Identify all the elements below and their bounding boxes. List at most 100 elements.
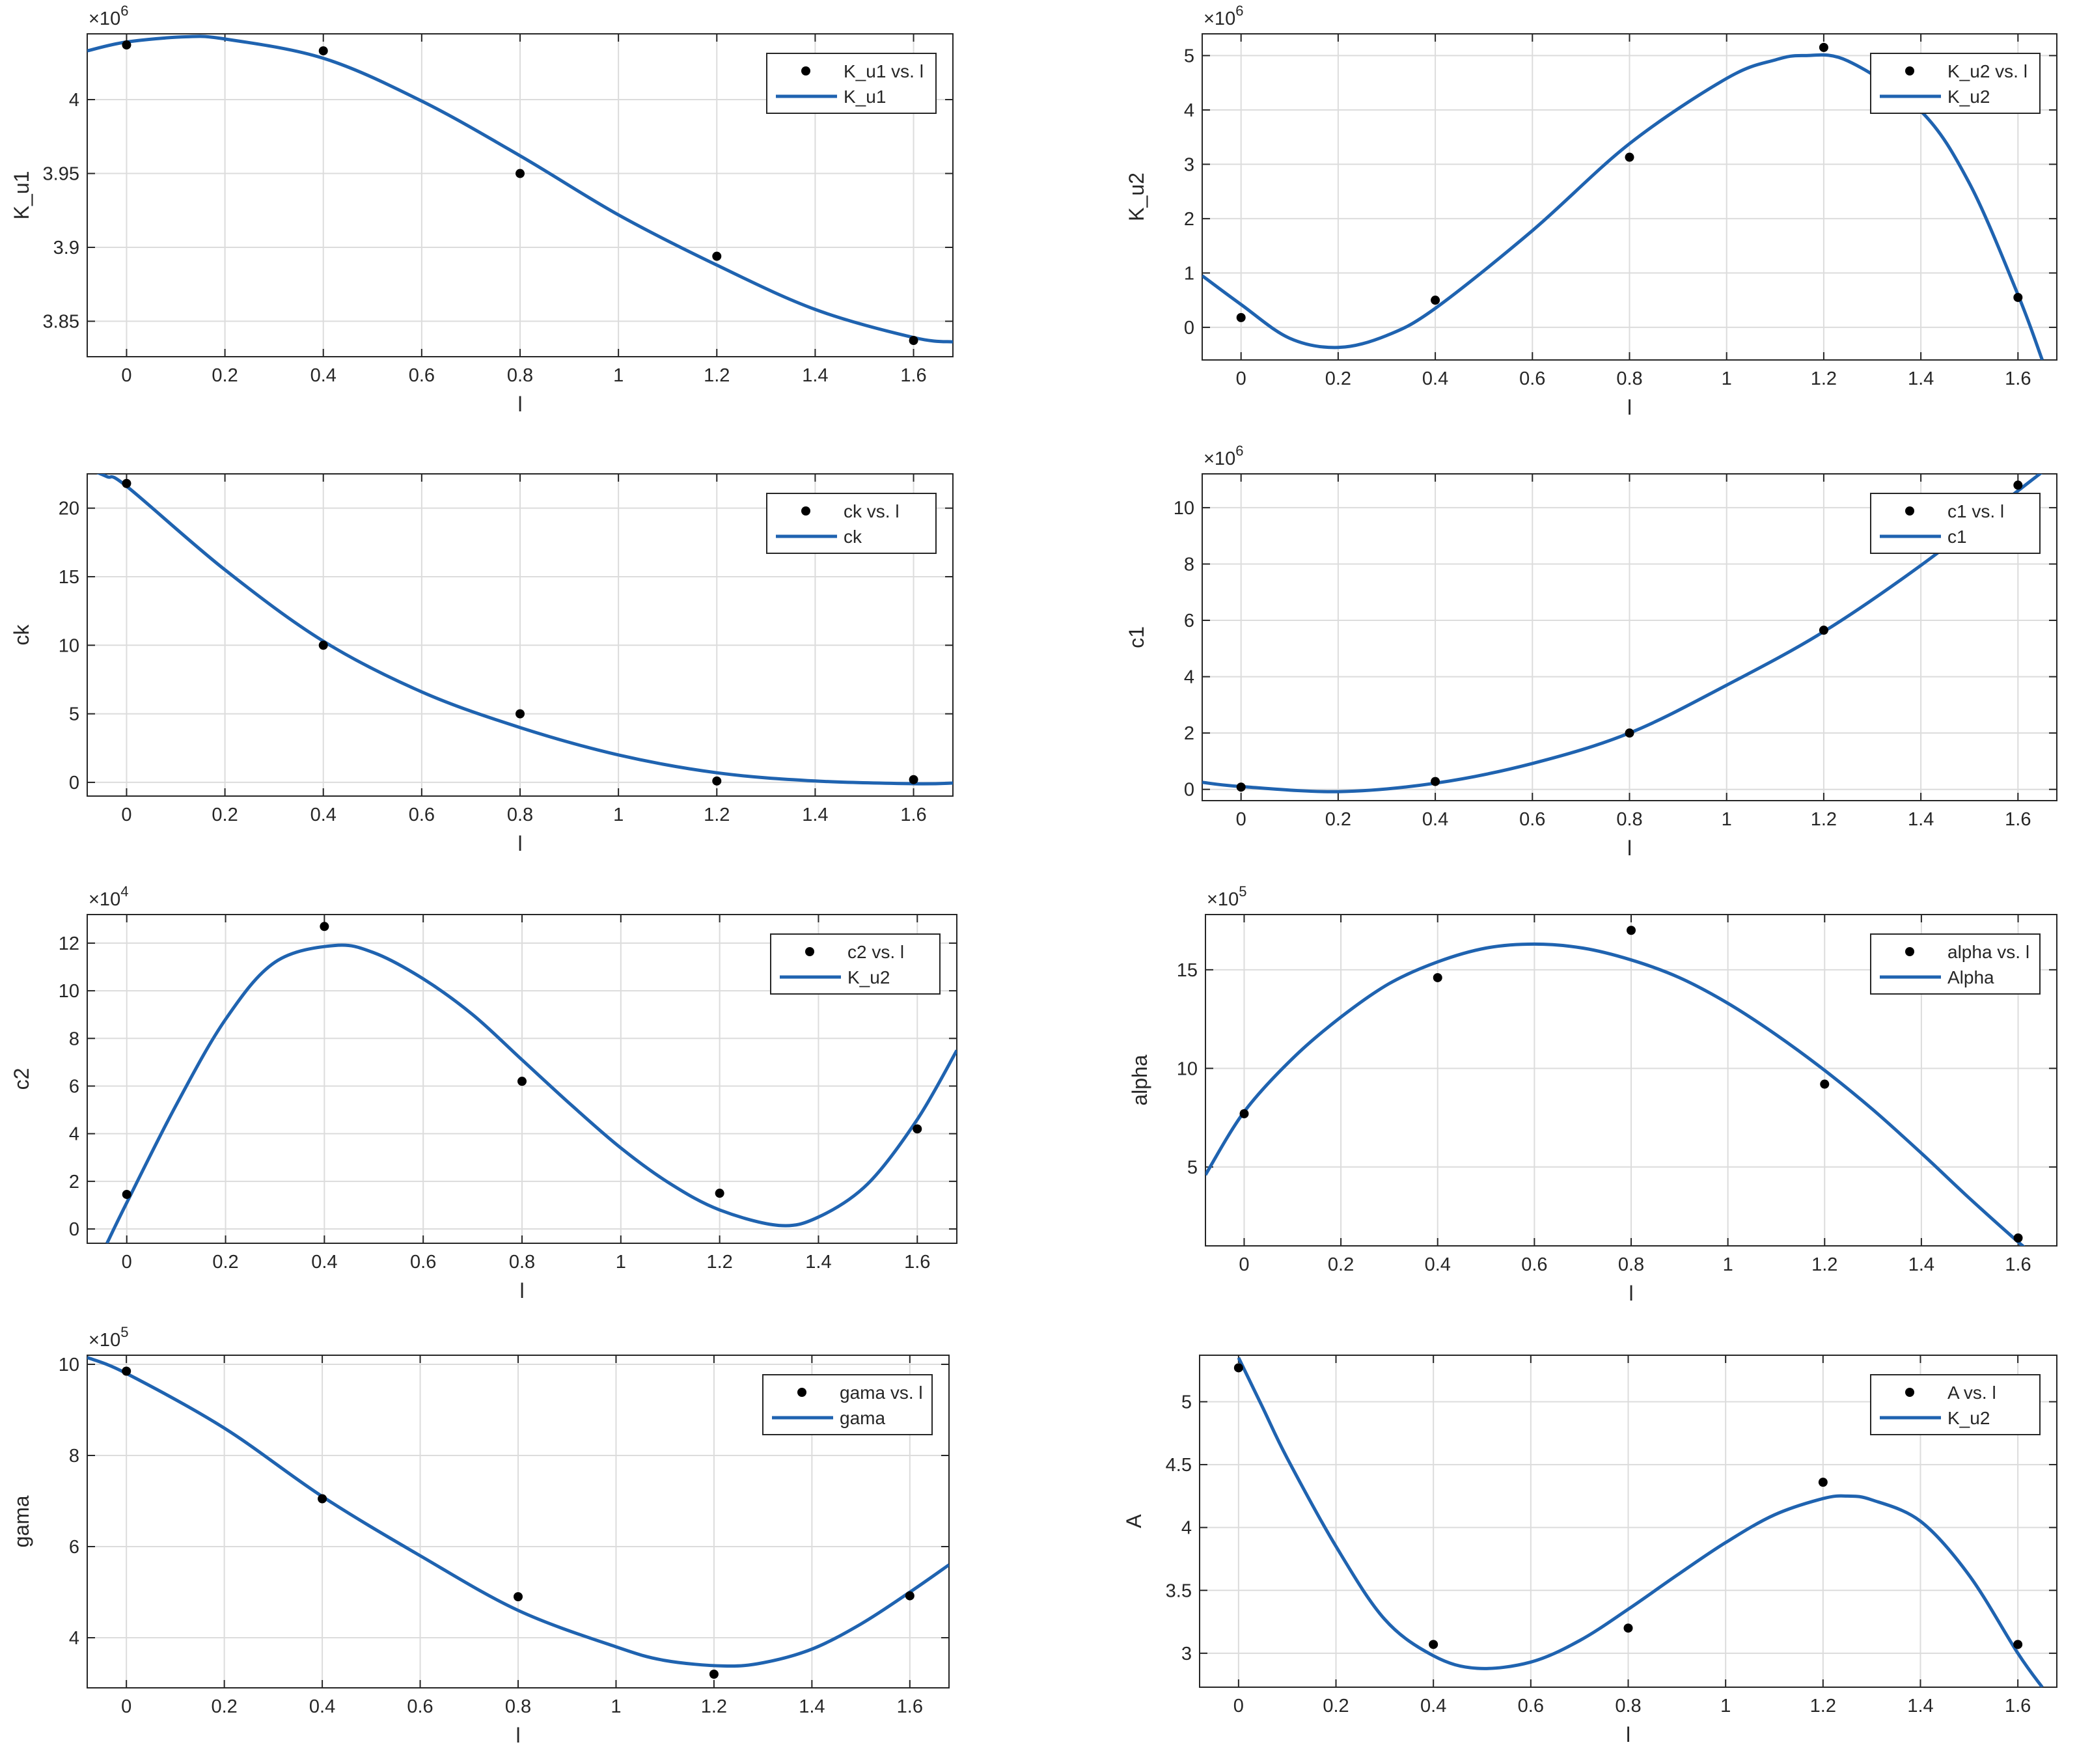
x-tick-label: 1.2 — [1811, 368, 1837, 389]
x-tick-label: 0 — [1239, 1254, 1249, 1275]
data-point — [1233, 1363, 1243, 1373]
y-tick-label: 8 — [1184, 554, 1194, 575]
x-tick-label: 1 — [1723, 1254, 1733, 1275]
x-tick-label: 1.2 — [701, 1696, 727, 1717]
x-axis-label: l — [1626, 1723, 1630, 1746]
data-point — [1625, 728, 1634, 738]
data-point — [1819, 42, 1828, 52]
exponent-base: ×10 — [1204, 8, 1235, 29]
x-tick-label: 0 — [121, 365, 131, 386]
data-point — [1429, 1640, 1438, 1649]
data-point — [715, 1189, 724, 1198]
data-point — [1433, 972, 1442, 982]
x-tick-label: 1.4 — [1907, 1696, 1933, 1716]
legend-entry-line: K_u2 — [1947, 87, 1990, 107]
x-axis-label: l — [517, 832, 522, 855]
x-tick-label: 0 — [121, 1696, 131, 1717]
x-tick-label: 1 — [1720, 1696, 1731, 1716]
data-point — [2013, 1640, 2023, 1649]
axis-exponent-label: ×105 — [1207, 883, 1246, 910]
fit-curve-line — [87, 34, 953, 344]
legend-box — [766, 493, 937, 554]
plot-content — [1202, 42, 2044, 360]
x-tick-label: 1 — [611, 1696, 621, 1717]
data-point — [2013, 480, 2023, 490]
chart-panel-k-u2: 0 0.2 0.4 0.6 0.8 1 1.2 1.4 1.6 0 1 2 3 4 5 l K_u2 ×106 K_… — [1125, 3, 2057, 419]
fit-curve-line — [1237, 1357, 2044, 1687]
x-tick-label: 1.2 — [704, 805, 730, 825]
data-point — [909, 775, 918, 784]
data-point — [2013, 292, 2023, 302]
data-point — [709, 1670, 719, 1679]
x-axis-label: l — [516, 1724, 520, 1747]
x-axis-label: l — [517, 393, 522, 416]
legend-marker-icon — [805, 947, 814, 956]
legend: c1 vs. l c1 — [1870, 493, 2041, 554]
legend-entry-markers: gama vs. l — [840, 1383, 923, 1403]
y-axis-label: ck — [10, 624, 33, 646]
x-tick-label: 0.6 — [407, 1696, 433, 1717]
x-tick-label: 1.6 — [2005, 809, 2031, 830]
chart-panel-alpha: 0 0.2 0.4 0.6 0.8 1 1.2 1.4 1.651015lalpha×105al… — [1128, 883, 2057, 1305]
y-axis-label: alpha — [1128, 1054, 1151, 1106]
y-tick-label: 5 — [1184, 46, 1194, 66]
x-tick-label: 0.2 — [212, 365, 238, 386]
y-tick-label: 15 — [59, 567, 79, 588]
legend: alpha vs. l Alpha — [1870, 933, 2041, 995]
y-tick-label: 5 — [69, 704, 79, 725]
x-tick-label: 0.2 — [1323, 1696, 1349, 1716]
data-point — [1239, 1109, 1249, 1119]
chart-panel-c1: 0 0.2 0.4 0.6 0.8 1 1.2 1.4 1.60246810lc1×106c1 … — [1125, 443, 2057, 860]
x-tick-label: 1.4 — [1908, 368, 1934, 389]
y-tick-label: 12 — [59, 933, 79, 954]
data-point — [514, 1592, 523, 1601]
x-tick-label: 0.2 — [211, 1696, 237, 1717]
data-point — [1431, 777, 1440, 786]
y-tick-label: 0 — [69, 1219, 79, 1240]
exponent-power: 6 — [120, 3, 128, 19]
x-tick-label: 1.6 — [900, 365, 926, 386]
legend-marker-icon — [1905, 66, 1914, 76]
data-point — [517, 1077, 527, 1086]
data-point — [913, 1124, 922, 1134]
y-tick-label: 3.9 — [53, 238, 79, 258]
x-tick-label: 0.2 — [212, 805, 238, 825]
x-tick-label: 0.4 — [1422, 809, 1448, 830]
legend-entry-markers: ck vs. l — [844, 501, 900, 521]
x-tick-label: 0.8 — [1618, 1254, 1644, 1275]
x-axis-label: l — [1629, 1282, 1633, 1305]
plot-content — [96, 474, 953, 786]
y-tick-label: 5 — [1181, 1392, 1192, 1413]
x-tick-label: 0.4 — [1425, 1254, 1451, 1275]
y-tick-label: 3 — [1181, 1644, 1192, 1664]
y-tick-label: 3 — [1184, 154, 1194, 175]
data-point — [320, 922, 329, 931]
x-tick-label: 0.4 — [1420, 1696, 1446, 1716]
fit-curve-line — [87, 1356, 949, 1668]
x-tick-label: 1.6 — [2005, 1254, 2031, 1275]
legend-entry-line: K_u1 — [844, 87, 886, 107]
data-point — [1625, 152, 1634, 162]
x-tick-label: 0.4 — [310, 365, 337, 386]
y-tick-label: 8 — [69, 1028, 79, 1049]
y-axis-label: c2 — [10, 1068, 33, 1090]
data-point — [122, 1189, 131, 1199]
legend-entry-markers: c2 vs. l — [847, 942, 904, 962]
grid-lines — [87, 474, 953, 796]
x-tick-label: 0.6 — [1518, 1696, 1544, 1716]
exponent-base: ×10 — [89, 8, 120, 29]
data-point — [1819, 626, 1828, 635]
legend-entry-markers: c1 vs. l — [1947, 501, 2004, 521]
y-axis-label: gama — [10, 1495, 33, 1547]
plot-content — [1233, 1357, 2044, 1687]
y-tick-label: 6 — [1184, 611, 1194, 631]
x-tick-label: 0.6 — [409, 805, 435, 825]
legend-entry-markers: A vs. l — [1947, 1383, 1996, 1403]
y-tick-label: 4 — [1184, 667, 1194, 688]
exponent-base: ×10 — [89, 1330, 120, 1351]
x-tick-label: 0.4 — [310, 805, 337, 825]
x-tick-label: 0.2 — [1325, 368, 1351, 389]
exponent-power: 4 — [120, 883, 128, 900]
data-point — [122, 40, 131, 50]
x-axis-label: l — [519, 1279, 524, 1302]
